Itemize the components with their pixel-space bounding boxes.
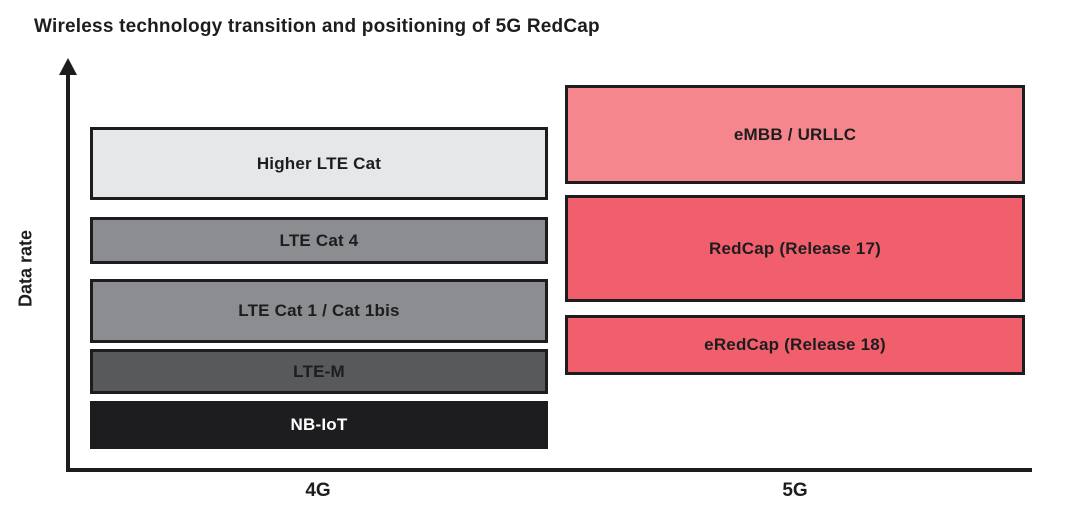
box-lte-m: LTE-M — [90, 349, 548, 394]
y-axis-label: Data rate — [15, 229, 36, 308]
x-axis-label-4g: 4G — [305, 480, 331, 501]
box-label: RedCap (Release 17) — [709, 238, 881, 258]
box-lte-cat-4: LTE Cat 4 — [90, 217, 548, 264]
box-lte-cat-1-cat-1bis: LTE Cat 1 / Cat 1bis — [90, 279, 548, 343]
box-embb-urllc: eMBB / URLLC — [565, 85, 1025, 184]
y-axis-line — [66, 74, 70, 471]
box-label: eMBB / URLLC — [733, 124, 857, 144]
box-label: Higher LTE Cat — [256, 153, 382, 173]
box-higher-lte-cat: Higher LTE Cat — [90, 127, 548, 200]
box-eredcap-release-18: eRedCap (Release 18) — [565, 315, 1025, 375]
box-nb-iot: NB-IoT — [90, 401, 548, 449]
y-axis-arrow-icon — [59, 58, 77, 75]
box-label: NB-IoT — [290, 415, 348, 434]
box-label: eRedCap (Release 18) — [704, 335, 886, 354]
box-redcap-release-17: RedCap (Release 17) — [565, 195, 1025, 302]
x-axis-label-5g: 5G — [782, 480, 808, 501]
box-label: LTE Cat 1 / Cat 1bis — [238, 301, 400, 320]
box-label: LTE Cat 4 — [279, 230, 359, 250]
box-label: LTE-M — [293, 361, 345, 381]
page-title: Wireless technology transition and posit… — [34, 16, 600, 37]
x-axis-line — [66, 468, 1032, 472]
